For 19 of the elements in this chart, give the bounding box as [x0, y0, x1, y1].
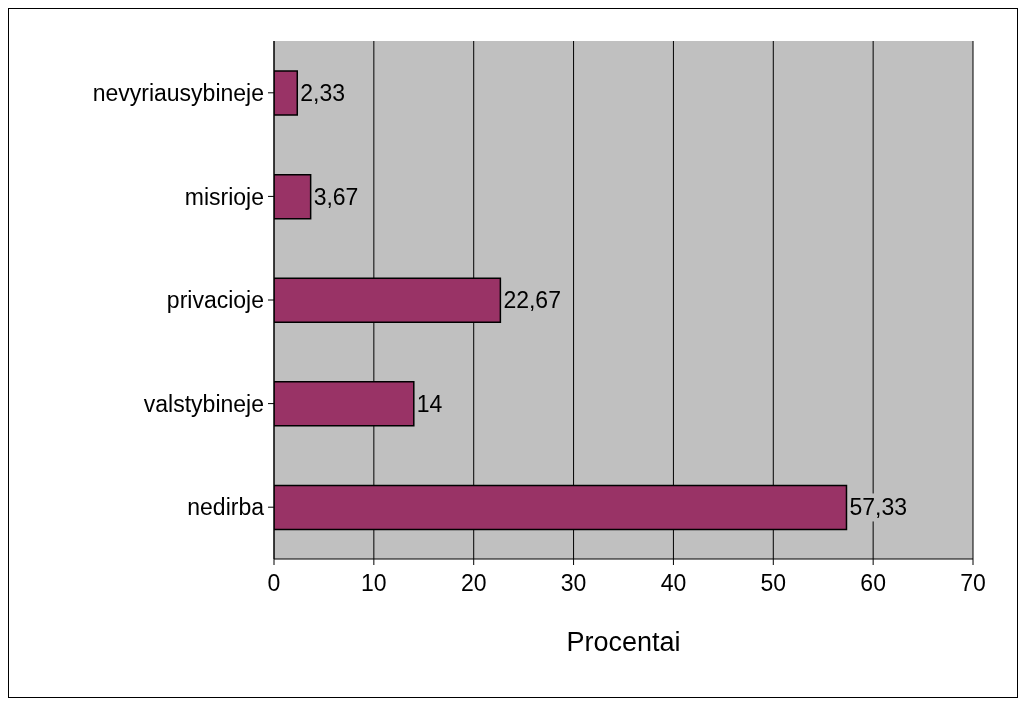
- data-label: 2,33: [300, 80, 346, 107]
- x-tick-label: 70: [960, 570, 986, 597]
- x-tick-label: 60: [860, 570, 886, 597]
- x-tick-label: 10: [361, 570, 387, 597]
- x-tick-label: 0: [267, 570, 281, 597]
- x-tick-label: 30: [560, 570, 587, 597]
- y-tick-label: misrioje: [184, 183, 264, 210]
- data-label: 22,67: [503, 287, 561, 314]
- data-label: 14: [416, 390, 443, 417]
- y-tick-label: nevyriausybineje: [92, 79, 264, 106]
- x-axis-title: Procentai: [566, 627, 681, 657]
- x-tick-label: 20: [460, 570, 487, 597]
- data-label: 57,33: [849, 494, 908, 521]
- x-tick-label: 40: [660, 570, 687, 597]
- y-tick-label: privacioje: [166, 287, 264, 314]
- data-label: 3,67: [313, 183, 359, 210]
- y-tick-label: valstybineje: [143, 390, 264, 417]
- x-tick-label: 50: [760, 570, 787, 597]
- y-tick-label: nedirba: [187, 494, 265, 521]
